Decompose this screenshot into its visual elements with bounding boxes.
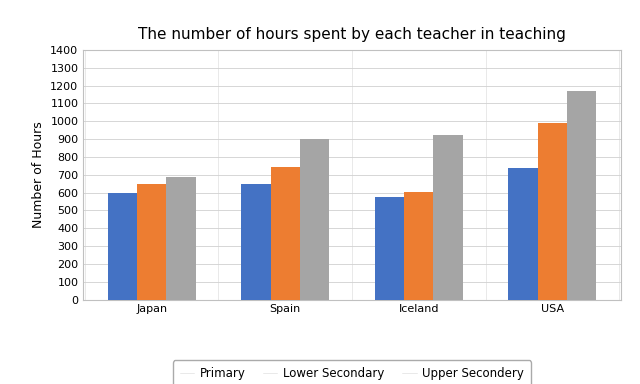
Bar xyxy=(271,167,300,300)
Bar xyxy=(567,91,596,300)
Bar xyxy=(300,139,330,300)
Legend: Primary, Lower Secondary, Upper Secondery: Primary, Lower Secondary, Upper Seconder… xyxy=(173,360,531,384)
Bar xyxy=(137,184,166,300)
Bar xyxy=(433,136,463,300)
Bar xyxy=(241,184,271,300)
Bar xyxy=(508,167,538,300)
Bar xyxy=(166,177,196,300)
Bar xyxy=(374,197,404,300)
Bar xyxy=(404,192,433,300)
Title: The number of hours spent by each teacher in teaching: The number of hours spent by each teache… xyxy=(138,27,566,42)
Bar xyxy=(108,192,137,300)
Y-axis label: Number of Hours: Number of Hours xyxy=(31,121,45,228)
Bar xyxy=(538,123,567,300)
